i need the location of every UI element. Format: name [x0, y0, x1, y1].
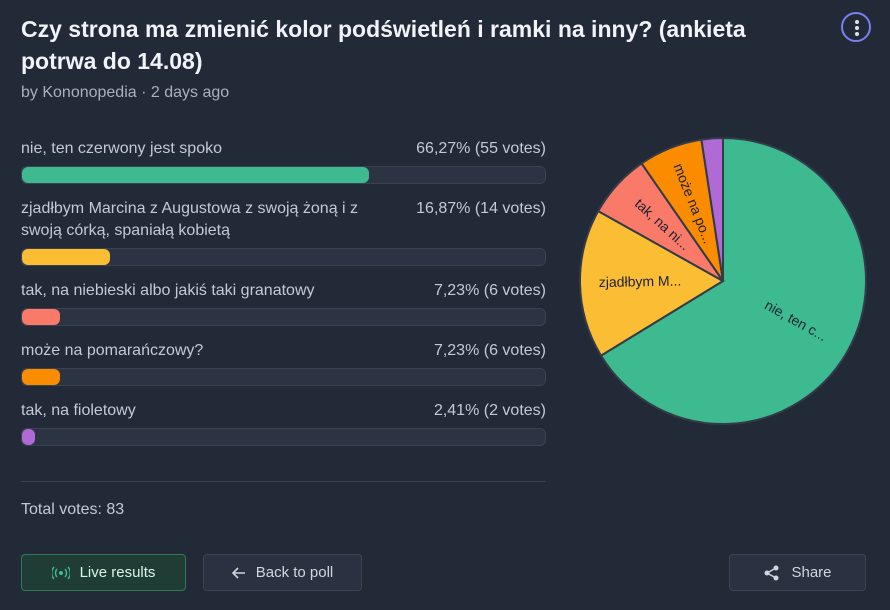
- result-row: nie, ten czerwony jest spoko 66,27% (55 v…: [21, 138, 546, 184]
- poll-meta: by Kononopedia · 2 days ago: [21, 84, 230, 101]
- row-head: tak, na niebieski albo jakiś taki granat…: [21, 280, 546, 302]
- bar: [22, 167, 369, 183]
- option-label: nie, ten czerwony jest spoko: [21, 140, 222, 157]
- button-label: Back to poll: [255, 564, 334, 581]
- back-button[interactable]: Back to poll: [203, 554, 362, 591]
- results-list: nie, ten czerwony jest spoko 66,27% (55 v…: [21, 138, 546, 460]
- pie-label: zjadłbym M...: [599, 272, 682, 290]
- result-row: tak, na fioletowy 2,41% (2 votes): [21, 400, 546, 446]
- live-results-button[interactable]: Live results: [21, 554, 186, 591]
- poll-title: Czy strona ma zmienić kolor podświetleń …: [21, 16, 746, 74]
- result-row: tak, na niebieski albo jakiś taki granat…: [21, 280, 546, 326]
- bar-track: [21, 428, 546, 446]
- pie-slice: [599, 136, 867, 425]
- option-result: 2,41% (2 votes): [433, 402, 546, 419]
- result-row: zjadłbym Marcina z Augustowa z swoją żon…: [21, 198, 546, 266]
- option-label: zjadłbym Marcina z Augustowa z swoją żon…: [21, 200, 359, 239]
- row-head: nie, ten czerwony jest spoko 66,27% (55 v…: [21, 138, 546, 160]
- bar: [22, 249, 111, 265]
- more-menu[interactable]: [841, 12, 871, 42]
- option-result: 16,87% (14 votes): [416, 200, 546, 217]
- option-label: tak, na niebieski albo jakiś taki granat…: [21, 282, 315, 299]
- bar: [22, 309, 60, 325]
- row-head: zjadłbym Marcina z Augustowa z swoją żon…: [21, 198, 546, 242]
- pie-chart: nie, ten c...zjadłbym M...tak, na ni...m…: [579, 136, 867, 425]
- total-votes: Total votes: 83: [21, 501, 125, 518]
- bar-track: [21, 308, 546, 326]
- option-label: tak, na fioletowy: [21, 402, 136, 419]
- share-icon: [764, 565, 779, 580]
- bar-track: [21, 248, 546, 266]
- row-head: tak, na fioletowy 2,41% (2 votes): [21, 400, 546, 422]
- row-head: może na pomarańczowy? 7,23% (6 votes): [21, 340, 546, 362]
- option-result: 66,27% (55 votes): [416, 140, 546, 157]
- divider: [21, 481, 546, 482]
- option-result: 7,23% (6 votes): [433, 342, 546, 359]
- pie-slice: [700, 136, 724, 282]
- button-label: Live results: [79, 564, 156, 581]
- pie-slice: [579, 209, 725, 357]
- bar-track: [21, 166, 546, 184]
- result-row: może na pomarańczowy? 7,23% (6 votes): [21, 340, 546, 386]
- option-result: 7,23% (6 votes): [433, 282, 546, 299]
- arrow-icon: [231, 566, 245, 579]
- option-label: może na pomarańczowy?: [21, 342, 204, 359]
- bar: [22, 369, 60, 385]
- live-icon: [51, 566, 70, 579]
- share-button[interactable]: Share: [729, 554, 866, 591]
- button-label: Share: [791, 564, 832, 581]
- bar: [22, 429, 35, 445]
- bar-track: [21, 368, 546, 386]
